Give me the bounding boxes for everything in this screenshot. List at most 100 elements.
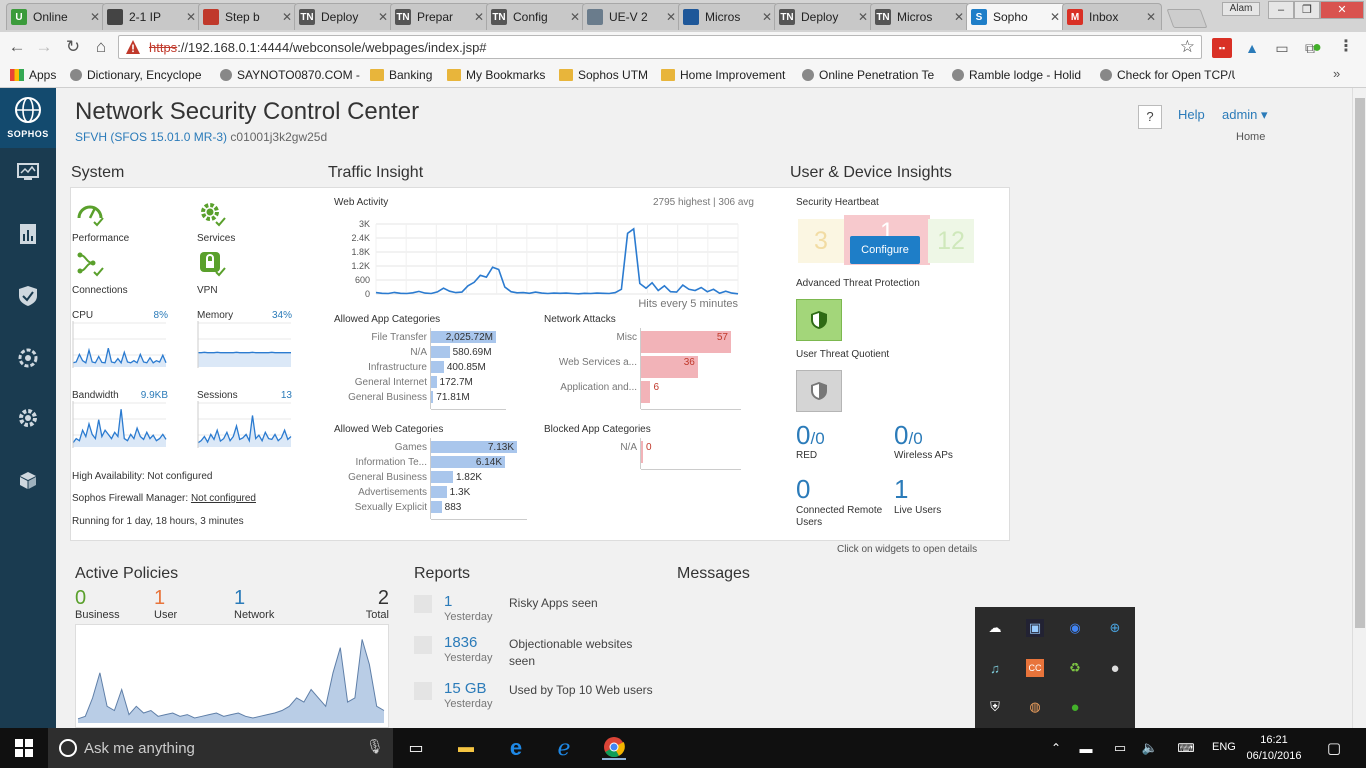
bar[interactable] [641,356,698,378]
sidebar-item-reports[interactable] [0,212,56,256]
reload-icon[interactable]: ↻ [65,37,81,56]
extension-drive-icon[interactable]: ▲ [1245,40,1259,56]
chrome-menu-icon[interactable]: ⋮ [1338,38,1354,55]
bookmark-item[interactable]: Sophos UTM [559,67,653,83]
heartbeat-yellow[interactable]: 3 [798,219,844,263]
help-link[interactable]: Help [1178,107,1205,122]
report-text[interactable]: Used by Top 10 Web users [509,683,653,697]
browser-tab[interactable]: TN Config ✕ [486,3,586,30]
extension-screen-icon[interactable]: ⧉ [1305,40,1315,56]
defender-tray-icon[interactable]: ⛨ [990,699,1000,714]
performance-icon[interactable] [76,200,104,228]
scroll-thumb[interactable] [1355,98,1365,628]
power-tray-icon[interactable]: ▬ [1079,740,1093,756]
chrome-taskbar-icon[interactable] [602,736,626,760]
bookmark-item[interactable]: Ramble lodge - Holid [952,67,1084,83]
bar[interactable] [431,361,444,373]
bookmark-item[interactable]: SAYNOTO0870.COM - [220,67,362,83]
window-user-badge[interactable]: Alam [1222,2,1260,16]
browser-tab[interactable]: TN Micros ✕ [870,3,970,30]
action-center-icon[interactable]: ▢ [1326,740,1342,757]
bar[interactable] [431,441,517,453]
bar[interactable] [641,381,651,403]
report-number[interactable]: 1836 [444,634,478,651]
extension-evernote-icon[interactable]: ● [1312,39,1322,56]
web-activity-line[interactable] [375,227,739,295]
tab-close-icon[interactable]: ✕ [281,10,293,24]
home-icon[interactable]: ⌂ [95,37,107,56]
utq-widget[interactable] [796,370,842,412]
ccleaner-tray-icon[interactable]: CC [1026,659,1044,677]
browser-tab[interactable]: Micros ✕ [678,3,778,30]
memory-sparkline[interactable] [197,321,293,371]
tab-close-icon[interactable]: ✕ [185,10,197,24]
bar[interactable] [431,486,447,498]
minimize-button[interactable]: – [1268,1,1294,19]
bookmark-item[interactable]: Online Penetration Te [802,67,937,83]
tab-close-icon[interactable]: ✕ [857,10,869,24]
task-view-icon[interactable]: ▭ [408,740,424,757]
evernote-tray-icon[interactable]: ● [1070,698,1080,716]
sidebar-item-system[interactable] [0,396,56,440]
onedrive-icon[interactable]: ☁ [988,620,1002,635]
bookmark-item[interactable]: Home Improvement [661,67,791,83]
network-tray-icon[interactable]: ▭ [1113,740,1127,755]
browser-tab[interactable]: UE-V 2 ✕ [582,3,682,30]
chrome-tray-icon[interactable]: ◉ [1069,620,1081,635]
browser-tab[interactable]: S Sopho ✕ [966,3,1066,30]
allowed-web-chart[interactable]: Games 7.13K Information Te... 6.14K General … [334,438,530,520]
tab-close-icon[interactable]: ✕ [473,10,485,24]
heartbeat-green[interactable]: 12 [928,219,974,263]
bar[interactable] [431,331,496,343]
sfm-link[interactable]: Not configured [190,493,256,504]
bookmark-item[interactable]: Banking [370,67,440,83]
admin-menu[interactable]: admin ▾ [1222,107,1268,122]
security-warning-icon[interactable] [125,39,141,55]
bar[interactable] [431,456,506,468]
blocked-app-chart[interactable]: N/A 0 [544,438,741,518]
file-explorer-icon[interactable]: ▬ [458,739,474,756]
bookmark-item[interactable]: My Bookmarks [447,67,551,83]
bookmark-item[interactable]: Apps [10,67,60,83]
configure-button[interactable]: Configure [850,236,920,264]
bar[interactable] [431,346,450,358]
close-window-button[interactable]: ✕ [1320,1,1364,19]
browser-tab[interactable]: Step b ✕ [198,3,298,30]
policies-business-count[interactable]: 0 [75,587,87,609]
browser-tab[interactable]: M Inbox ✕ [1062,3,1162,30]
wireless-ap-count[interactable]: 0/0 [894,420,923,450]
sidebar-item-monitor[interactable] [0,150,56,194]
bar[interactable] [431,501,442,513]
live-users-count[interactable]: 1 [894,474,909,504]
policies-total-count[interactable]: 2 [377,587,389,609]
sidebar-item-configure[interactable] [0,336,56,380]
atp-widget[interactable] [796,299,842,341]
vpn-lock-icon[interactable] [198,250,226,278]
help-question-button[interactable]: ? [1138,105,1162,129]
bar[interactable] [641,441,643,463]
bookmarks-overflow-icon[interactable]: » [1333,66,1341,81]
edge-icon[interactable]: e [509,735,523,760]
language-indicator[interactable]: ENG [1212,741,1236,753]
update-tray-icon[interactable]: ◍ [1029,699,1041,714]
restore-button[interactable]: ❐ [1294,1,1320,19]
tab-close-icon[interactable]: ✕ [761,10,773,24]
browser-tab[interactable]: TN Deploy ✕ [294,3,394,30]
browser-tab[interactable]: TN Prepar ✕ [390,3,490,30]
tab-close-icon[interactable]: ✕ [1049,10,1061,24]
tab-close-icon[interactable]: ✕ [569,10,581,24]
cpu-sparkline[interactable] [72,321,168,371]
tray-expand-icon[interactable]: ⌃ [1050,741,1062,755]
remote-users-count[interactable]: 0 [796,474,811,504]
extension-cast-icon[interactable]: ▭ [1275,40,1289,56]
red-count[interactable]: 0/0 [796,420,825,450]
display-tray-icon[interactable]: ▣ [1026,619,1044,637]
bookmark-star-icon[interactable]: ☆ [1179,37,1195,56]
bookmark-item[interactable]: Check for Open TCP/U [1100,67,1235,83]
address-bar[interactable]: https://192.168.0.1:4444/webconsole/webp… [118,35,1202,59]
tab-close-icon[interactable]: ✕ [665,10,677,24]
policies-network-count[interactable]: 1 [234,587,246,609]
start-button[interactable] [12,736,36,760]
connections-icon[interactable] [76,250,104,278]
search-tray-icon[interactable]: ⊕ [1109,620,1121,635]
